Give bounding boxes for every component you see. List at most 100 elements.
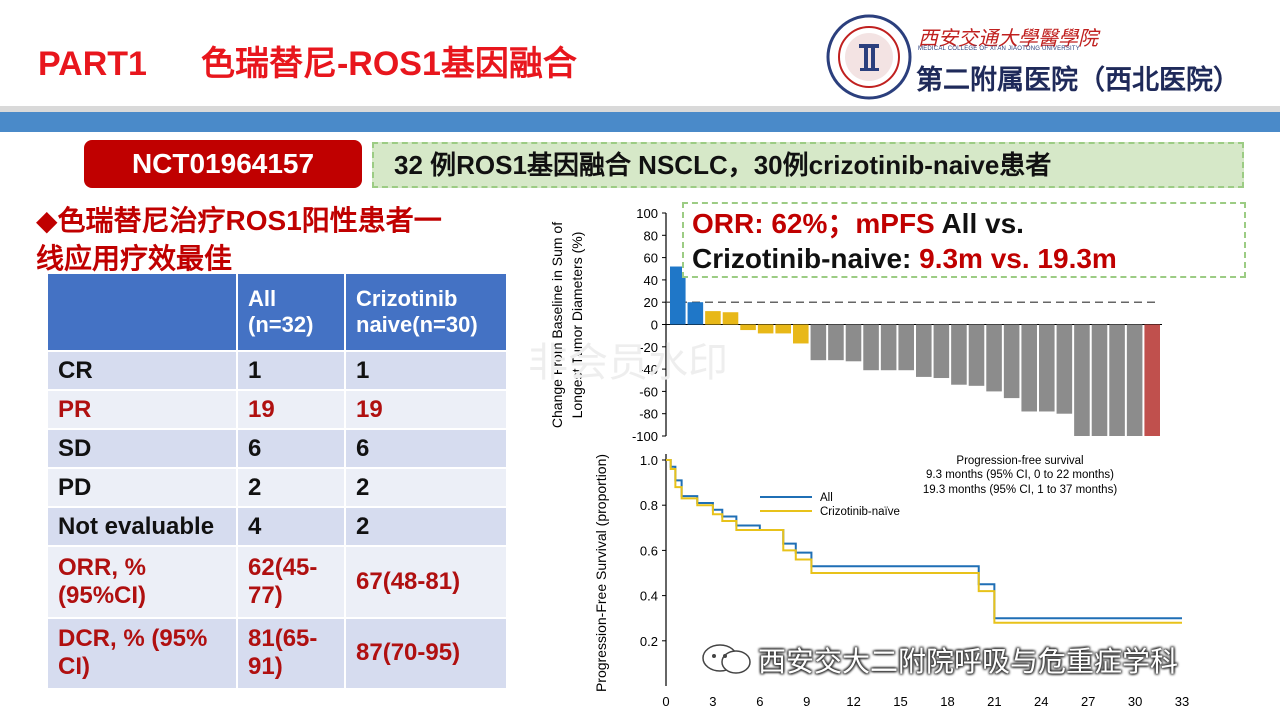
- y-tick-label: -20: [639, 340, 658, 355]
- waterfall-bar: [880, 324, 897, 371]
- km-curve: [666, 459, 1182, 624]
- row-label-cell: PR: [46, 389, 238, 431]
- y-tick-label: 0.6: [640, 543, 658, 558]
- waterfall-bar: [740, 324, 756, 331]
- waterfall-bar: [1074, 324, 1090, 436]
- waterfall-bar: [775, 324, 791, 334]
- legend-label: Crizotinib-naïve: [820, 506, 900, 518]
- x-tick-label: 24: [1034, 694, 1048, 709]
- waterfall-bar: [705, 311, 721, 325]
- y-tick-label: 0.2: [640, 634, 658, 649]
- naive-label: Crizotinib-naive:: [692, 243, 920, 274]
- naive-value-cell: 6: [344, 428, 508, 470]
- row-label-cell: Not evaluable: [46, 506, 238, 548]
- y-tick-label: 20: [644, 295, 658, 310]
- watermark-text: 非会员水印: [528, 341, 728, 385]
- table-body: CR 1 1 PR 19 19 SD 6 6 PD 2 2 Not evaluable 4 2 ORR, % …: [46, 349, 508, 691]
- chart-note: 19.3 months (95% CI, 1 to 37 months): [923, 484, 1117, 496]
- orr-text: ORR: 62%；mPFS: [692, 208, 935, 239]
- waterfall-bar: [1021, 324, 1037, 412]
- table-row: PR 19 19: [46, 389, 508, 431]
- mpfs-all-text: All vs.: [934, 208, 1024, 239]
- college-name-en: MEDICAL COLLEGE OF XI'AN JIAOTONG UNIVER…: [918, 46, 1080, 52]
- x-tick-label: 12: [846, 694, 860, 709]
- x-tick-label: 0: [662, 694, 669, 709]
- waterfall-bar: [933, 324, 950, 379]
- x-tick-label: 27: [1081, 694, 1095, 709]
- waterfall-bar: [986, 324, 1002, 392]
- y-tick-label: 0.4: [640, 589, 658, 604]
- header-divider-grey: [0, 106, 1280, 112]
- y-tick-label: 1.0: [640, 453, 658, 468]
- orr-pfs-callout: ORR: 62%；mPFS All vs. Crizotinib-naive: …: [682, 202, 1246, 278]
- waterfall-bar: [687, 302, 704, 325]
- y-tick-label: -60: [639, 384, 658, 399]
- header-divider-blue: [0, 112, 1280, 132]
- all-value-cell: 81(65-91): [236, 616, 346, 691]
- y-tick-label: 0.8: [640, 498, 658, 513]
- all-value-cell: 6: [236, 428, 346, 470]
- waterfall-bar: [1144, 324, 1160, 436]
- row-label-cell: CR: [46, 349, 238, 392]
- row-label-cell: PD: [46, 467, 238, 509]
- waterfall-bar: [1056, 324, 1073, 414]
- naive-value-cell: 87(70-95): [344, 616, 508, 691]
- y-tick-label: 100: [636, 206, 658, 221]
- y-axis-label: Change From Baseline in Sum of Longest Tu…: [549, 222, 585, 428]
- waterfall-bar: [828, 324, 844, 361]
- part-label: PART1: [38, 45, 147, 83]
- all-value-cell: 19: [236, 389, 346, 431]
- waterfall-bar: [1126, 324, 1143, 436]
- row-label-cell: ORR, % (95%CI): [46, 545, 238, 619]
- waterfall-bar: [670, 266, 686, 325]
- waterfall-bar: [757, 324, 774, 334]
- y-axis-label-line: Change From Baseline in Sum of: [549, 222, 565, 428]
- waterfall-bar: [722, 312, 739, 325]
- trial-summary: 32 例ROS1基因融合 NSCLC，30例crizotinib-naive患者: [372, 142, 1244, 188]
- wechat-account-name: 西安交大二附院呼吸与危重症学科: [758, 646, 1179, 677]
- table-row: CR 1 1: [46, 349, 508, 392]
- waterfall-bar: [968, 324, 985, 386]
- waterfall-bar: [951, 324, 967, 385]
- x-tick-label: 9: [803, 694, 810, 709]
- x-tick-label: 18: [940, 694, 954, 709]
- naive-value-cell: 19: [344, 389, 508, 431]
- waterfall-bar: [916, 324, 932, 377]
- y-tick-label: -40: [639, 362, 658, 377]
- results-table: All (n=32) Crizotinib naive(n=30) CR 1 1 PR…: [46, 272, 508, 691]
- x-tick-label: 33: [1175, 694, 1189, 709]
- legend-label: All: [820, 492, 833, 504]
- waterfall-bar: [1091, 324, 1108, 436]
- naive-value-cell: 2: [344, 506, 508, 548]
- trial-id-badge: NCT01964157: [84, 140, 362, 188]
- row-label-cell: DCR, % (95% CI): [46, 616, 238, 691]
- all-value-cell: 4: [236, 506, 346, 548]
- y-tick-label: 80: [644, 228, 658, 243]
- table-header-cell: Crizotinib naive(n=30): [344, 272, 508, 352]
- x-tick-label: 6: [756, 694, 763, 709]
- wechat-icon: [702, 644, 751, 674]
- slide-title: PART1 色瑞替尼-ROS1基因融合: [38, 36, 577, 85]
- y-axis-label: Progression-Free Survival (proportion): [593, 454, 609, 692]
- row-label-cell: SD: [46, 428, 238, 470]
- y-tick-label: 0: [651, 318, 658, 333]
- hospital-seal-logo: [826, 14, 912, 100]
- waterfall-bar: [810, 324, 827, 361]
- table-header-cell: All (n=32): [236, 272, 346, 352]
- all-value-cell: 2: [236, 467, 346, 509]
- chart-note: 9.3 months (95% CI, 0 to 22 months): [926, 469, 1114, 481]
- y-tick-label: 40: [644, 273, 658, 288]
- table-row: Not evaluable 4 2: [46, 506, 508, 548]
- y-axis-label-line: Longest Tumor Diameters (%): [569, 232, 585, 419]
- table-row: DCR, % (95% CI) 81(65-91) 87(70-95): [46, 616, 508, 691]
- college-name: 西安交通大學醫學院: [918, 26, 1098, 50]
- waterfall-bar: [1109, 324, 1125, 436]
- table-row: ORR, % (95%CI) 62(45-77) 67(48-81): [46, 545, 508, 619]
- waterfall-chart: 100 80 60 40 20 0 -20 -40 -60 -80 -100 Change From …: [549, 206, 1162, 444]
- y-tick-label: 60: [644, 251, 658, 266]
- pfs-kaplan-meier-chart: 0.2 0.4 0.6 0.8 1.0 0 3 6 9 12 15 18 21 24 27 30 33 Progr…: [593, 453, 1189, 709]
- key-point: ◆色瑞替尼治疗ROS1阳性患者一线应用疗效最佳: [36, 205, 442, 274]
- naive-value-cell: 1: [344, 349, 508, 392]
- hospital-name: 第二附属医院（西北医院）: [916, 65, 1240, 96]
- y-tick-label: -100: [632, 429, 658, 444]
